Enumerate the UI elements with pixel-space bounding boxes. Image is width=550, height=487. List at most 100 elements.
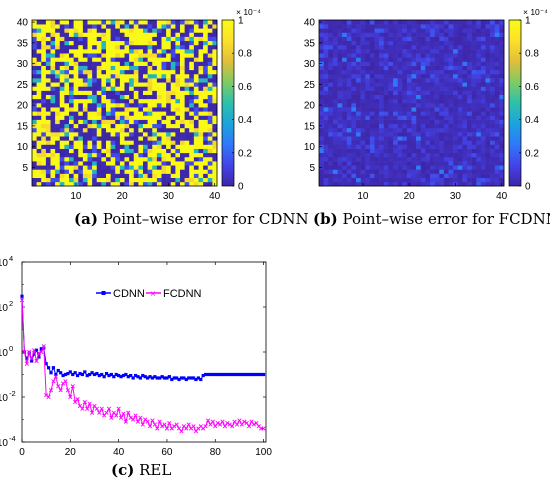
heatmap-cell	[346, 53, 352, 58]
heatmap-cell	[143, 57, 148, 62]
heatmap-cell	[55, 152, 61, 158]
heatmap-cell	[471, 32, 477, 37]
data-point-fcdnn	[242, 419, 247, 424]
heatmap-cell	[323, 98, 329, 104]
heatmap-cell	[92, 148, 98, 154]
heatmap-cell	[161, 111, 167, 116]
heatmap-cell	[388, 103, 394, 108]
heatmap-cell	[397, 148, 403, 154]
heatmap-cell	[207, 165, 213, 170]
heatmap-cell	[351, 173, 357, 178]
heatmap-cell	[115, 132, 121, 137]
heatmap-cell	[388, 132, 394, 137]
heatmap-cell	[439, 161, 445, 166]
heatmap-cell	[129, 65, 135, 71]
heatmap-cell	[147, 61, 153, 66]
heatmap-cell	[138, 44, 144, 50]
heatmap-cell	[115, 111, 121, 116]
y-tick-label: 5	[309, 163, 315, 174]
heatmap-cell	[32, 49, 37, 54]
heatmap-cell	[180, 73, 185, 79]
heatmap-cell	[124, 86, 130, 91]
heatmap-cell	[448, 78, 454, 83]
heatmap-cell	[369, 36, 375, 42]
heatmap-cell	[41, 28, 47, 33]
heatmap-cell	[110, 28, 116, 33]
heatmap-cell	[129, 49, 135, 54]
heatmap-cell	[175, 161, 181, 166]
heatmap-cell	[106, 177, 111, 183]
heatmap-cell	[124, 115, 130, 120]
heatmap-cell	[476, 86, 482, 91]
heatmap-cell	[69, 49, 74, 54]
heatmap-cell	[393, 181, 398, 187]
heatmap-cell	[425, 61, 431, 66]
heatmap-cell	[69, 115, 74, 120]
heatmap-cell	[50, 156, 56, 162]
heatmap-cell	[434, 57, 440, 62]
heatmap-cell	[406, 57, 412, 62]
heatmap-cell	[82, 140, 88, 145]
heatmap-cell	[36, 156, 42, 162]
heatmap-cell	[439, 148, 445, 154]
heatmap-cell	[59, 82, 65, 87]
heatmap-cell	[175, 94, 181, 100]
heatmap-cell	[499, 165, 505, 170]
heatmap-cell	[499, 156, 505, 162]
heatmap-cell	[406, 173, 412, 178]
heatmap-cell	[110, 86, 116, 91]
heatmap-cell	[32, 36, 37, 42]
heatmap-cell	[411, 90, 417, 95]
heatmap-cell	[133, 165, 139, 170]
heatmap-cell	[36, 90, 42, 95]
heatmap-cell	[443, 148, 449, 154]
heatmap-cell	[36, 69, 42, 75]
y-tick-label: 10	[0, 348, 8, 359]
heatmap-cell	[59, 165, 65, 170]
heatmap-cell	[36, 32, 42, 37]
heatmap-cell	[397, 82, 403, 87]
heatmap-cell	[143, 20, 148, 25]
heatmap-cell	[494, 73, 500, 79]
heatmap-cell	[50, 82, 56, 87]
heatmap-cell	[346, 73, 352, 79]
heatmap-cell	[388, 144, 394, 149]
heatmap-cell	[448, 69, 454, 75]
heatmap-cell	[193, 94, 199, 100]
heatmap-cell	[166, 161, 172, 166]
heatmap-cell	[337, 173, 343, 178]
heatmap-cell	[356, 140, 361, 145]
heatmap-cell	[448, 49, 454, 54]
data-point-cdnn	[32, 352, 36, 356]
heatmap-cell	[36, 132, 42, 137]
heatmap-cell	[69, 144, 74, 149]
heatmap-cell	[184, 169, 190, 174]
heatmap-cell	[115, 61, 121, 66]
heatmap-cell	[406, 156, 412, 162]
heatmap-cell	[36, 20, 42, 25]
heatmap-cell	[143, 94, 148, 100]
heatmap-cell	[485, 173, 491, 178]
heatmap-cell	[73, 132, 79, 137]
heatmap-cell	[393, 40, 398, 46]
heatmap-cell	[119, 36, 125, 42]
heatmap-cell	[161, 40, 167, 46]
heatmap-cell	[198, 144, 204, 149]
heatmap-cell	[356, 103, 361, 108]
heatmap-cell	[485, 140, 491, 145]
data-point-fcdnn	[24, 361, 29, 366]
heatmap-cell	[383, 161, 389, 166]
heatmap-cell	[439, 144, 445, 149]
heatmap-cell	[87, 173, 93, 178]
heatmap-cell	[87, 44, 93, 50]
heatmap-cell	[393, 90, 398, 95]
x-tick-label: 40	[496, 191, 508, 202]
heatmap-cell	[41, 132, 47, 137]
heatmap-cell	[402, 98, 408, 104]
heatmap-cell	[64, 107, 70, 112]
heatmap-cell	[443, 140, 449, 145]
heatmap-cell	[147, 82, 153, 87]
heatmap-cell	[476, 94, 482, 100]
heatmap-cell	[193, 57, 199, 62]
